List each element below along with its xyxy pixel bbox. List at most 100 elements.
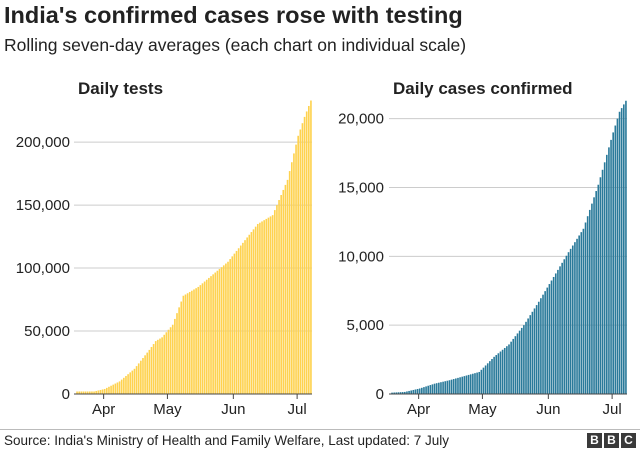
tests-bar (169, 327, 172, 394)
cases-bar (599, 177, 602, 394)
cases-y-tick-label: 0 (376, 386, 384, 403)
charts-area: Daily tests 0 50,000 100,000 150,000 200,000 A… (16, 79, 627, 418)
cases-bar (625, 100, 627, 395)
tests-bar (250, 232, 253, 394)
bbc-logo: B B C (587, 433, 636, 448)
cases-bar (612, 132, 614, 394)
cases-panel-title: Daily cases confirmed (393, 79, 573, 98)
tests-bar (259, 222, 261, 394)
cases-bar (431, 384, 434, 394)
tests-x-tick-label: Apr (92, 401, 115, 418)
cases-bar (472, 373, 474, 394)
tests-bar (220, 267, 223, 394)
cases-bar (391, 392, 393, 394)
tests-x-tick-label: Jul (288, 401, 307, 418)
tests-bar (174, 318, 176, 394)
cases-bar (399, 392, 402, 394)
tests-bar (157, 339, 159, 394)
cases-bar (529, 315, 532, 394)
cases-bar (557, 269, 559, 394)
cases-bar (429, 385, 432, 394)
tests-bar (84, 391, 87, 394)
cases-bar (412, 389, 415, 394)
cases-bar (571, 245, 574, 394)
tests-bar (133, 368, 136, 394)
tests-bar (154, 341, 157, 394)
cases-bar (561, 262, 563, 394)
cases-bar (544, 291, 546, 394)
cases-bar (567, 252, 570, 394)
tests-bar (239, 245, 242, 394)
tests-bar (225, 263, 227, 394)
cases-bar (393, 392, 396, 394)
cases-bar (588, 209, 591, 394)
tests-bar (288, 171, 291, 394)
cases-bar (442, 381, 444, 394)
tests-bar (242, 242, 244, 394)
tests-bar (284, 184, 287, 394)
tests-bar (248, 234, 251, 394)
cases-bar (395, 392, 398, 394)
cases-bar (559, 266, 561, 394)
cases-bar (525, 321, 527, 394)
tests-bar (263, 220, 265, 394)
cases-bar (601, 169, 604, 394)
cases-bar (614, 125, 617, 394)
tests-bar (286, 179, 289, 394)
tests-bar (137, 363, 140, 394)
tests-bar (280, 194, 282, 394)
tests-bar (99, 389, 102, 394)
tests-y-tick-label: 150,000 (16, 197, 70, 214)
tests-bar (246, 237, 248, 394)
tests-x-tick-label: May (153, 401, 182, 418)
cases-bar (489, 361, 491, 394)
cases-bar (510, 341, 512, 394)
cases-bar (421, 387, 423, 394)
tests-bar (116, 382, 119, 394)
cases-bar (501, 349, 504, 394)
cases-bar (484, 365, 487, 394)
tests-bar (114, 383, 117, 394)
cases-x-tick-label: May (468, 401, 497, 418)
tests-bar (186, 293, 189, 394)
tests-bar (82, 391, 85, 394)
cases-bar (414, 389, 417, 394)
chart-subtitle: Rolling seven-day averages (each chart o… (4, 35, 467, 55)
tests-y-tick-label: 100,000 (16, 260, 70, 277)
logo-letter-c: C (621, 433, 636, 448)
cases-bar (474, 373, 476, 394)
tests-bar (273, 210, 276, 394)
cases-bar (565, 255, 568, 394)
cases-bar (495, 355, 498, 394)
cases-bar (506, 346, 508, 394)
tests-bar (140, 360, 142, 394)
tests-y-tick-label: 50,000 (24, 323, 70, 340)
cases-y-tick-label: 10,000 (338, 248, 384, 265)
cases-bar (582, 228, 585, 394)
cases-bar (408, 390, 410, 394)
cases-bar (476, 372, 478, 394)
cases-bar (401, 392, 404, 394)
tests-bar (299, 129, 302, 394)
cases-bar (444, 381, 447, 394)
cases-bar (440, 382, 442, 394)
tests-bar (237, 248, 240, 394)
tests-bar (252, 229, 255, 394)
cases-bar (459, 377, 461, 394)
tests-bar (125, 376, 127, 394)
cases-bar (552, 276, 555, 394)
cases-bar (410, 390, 413, 394)
logo-letter-b1: B (587, 433, 602, 448)
cases-bar (435, 383, 438, 394)
tests-bar (106, 387, 108, 394)
tests-bar (123, 377, 125, 394)
tests-bar (76, 391, 78, 394)
cases-bar (465, 375, 468, 394)
cases-bar (497, 353, 500, 394)
footer-divider (0, 429, 640, 430)
tests-bar (214, 272, 217, 394)
tests-bar (229, 259, 231, 394)
cases-bar (469, 374, 472, 394)
tests-bar (301, 123, 304, 394)
cases-bar (491, 358, 493, 394)
